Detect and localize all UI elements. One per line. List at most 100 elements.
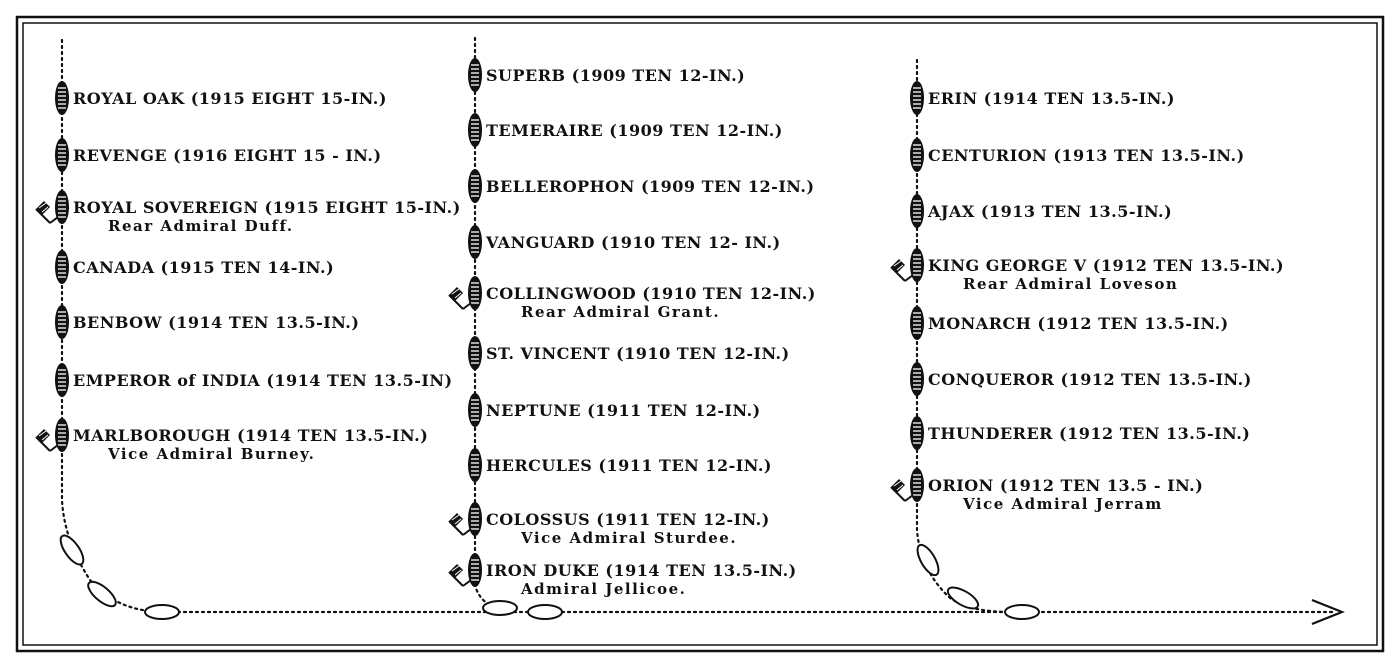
course-line-left: [60, 38, 162, 614]
ship-label: BELLEROPHON (1909 TEN 12-IN.): [486, 177, 815, 196]
ship-armament: (1914 TEN 13.5-IN.): [605, 561, 796, 580]
ship-entry: MONARCH (1912 TEN 13.5-IN.): [910, 306, 1229, 340]
ship-armament: (1911 TEN 12-IN.): [587, 401, 761, 420]
ship-label: ERIN (1914 TEN 13.5-IN.): [928, 89, 1175, 108]
outer-border: [15, 15, 1385, 653]
ship-entry: ORION (1912 TEN 13.5 - IN.)Vice Admiral …: [890, 468, 1203, 513]
ship-name: KING GEORGE V: [928, 256, 1093, 275]
battleship-icon: [910, 194, 924, 228]
arrow-head-icon: [1311, 598, 1345, 626]
ship-name: MONARCH: [928, 314, 1037, 333]
ship-label: COLLINGWOOD (1910 TEN 12-IN.): [486, 284, 816, 303]
ship-name: ROYAL OAK: [73, 89, 191, 108]
ship-entry: ERIN (1914 TEN 13.5-IN.): [910, 81, 1175, 115]
battleship-icon: [468, 113, 482, 147]
ship-armament: (1913 TEN 13.5-IN.): [1053, 146, 1244, 165]
ship-label: MONARCH (1912 TEN 13.5-IN.): [928, 314, 1229, 333]
turned-ship-outline-icon: [59, 534, 85, 566]
battleship-icon: [910, 362, 924, 396]
turned-ship-outline-icon: [916, 543, 940, 577]
ship-entry: SUPERB (1909 TEN 12-IN.): [468, 58, 745, 92]
battleship-icon: [55, 363, 69, 397]
battleship-icon: [910, 468, 924, 502]
ship-name: AJAX: [927, 202, 981, 221]
ship-armament: (1912 TEN 13.5-IN.): [1060, 370, 1251, 389]
flagship-flag-icon: [35, 201, 59, 224]
ship-armament: (1914 TEN 13.5-IN.): [168, 313, 359, 332]
battleship-icon: [468, 336, 482, 370]
admiral-label: Vice Admiral Burney.: [107, 445, 315, 463]
ship-label: EMPEROR of INDIA (1914 TEN 13.5-IN): [73, 371, 453, 390]
battleship-icon: [468, 502, 482, 536]
admiral-label: Rear Admiral Loveson: [963, 275, 1178, 293]
ship-label: CONQUEROR (1912 TEN 13.5-IN.): [928, 370, 1252, 389]
turned-ship-outline-icon: [87, 580, 117, 608]
ship-label: AJAX (1913 TEN 13.5-IN.): [927, 202, 1172, 221]
ship-name: COLOSSUS: [486, 510, 596, 529]
ship-armament: (1909 TEN 12-IN.): [609, 121, 783, 140]
ship-name: REVENGE: [73, 146, 173, 165]
ship-armament: (1914 TEN 13.5-IN.): [237, 426, 428, 445]
turned-ship-outline-icon: [527, 604, 563, 620]
battleship-icon: [910, 306, 924, 340]
ship-name: MARLBOROUGH: [73, 426, 237, 445]
ship-armament: (1912 TEN 13.5-IN.): [1037, 314, 1228, 333]
ship-entry: REVENGE (1916 EIGHT 15 - IN.): [55, 138, 382, 172]
ship-label: THUNDERER (1912 TEN 13.5-IN.): [928, 424, 1250, 443]
ship-entry: TEMERAIRE (1909 TEN 12-IN.): [468, 113, 783, 147]
ship-label: CANADA (1915 TEN 14-IN.): [73, 258, 334, 277]
ship-entry: COLOSSUS (1911 TEN 12-IN.)Vice Admiral S…: [448, 502, 769, 547]
battleship-icon: [910, 81, 924, 115]
ship-label: REVENGE (1916 EIGHT 15 - IN.): [73, 146, 382, 165]
flagship-flag-icon: [890, 259, 914, 282]
ship-armament: (1916 EIGHT 15 - IN.): [173, 146, 381, 165]
ship-entry: IRON DUKE (1914 TEN 13.5-IN.)Admiral Jel…: [448, 553, 797, 598]
turned-ship-outline-icon: [482, 600, 518, 616]
ship-entry: THUNDERER (1912 TEN 13.5-IN.): [910, 416, 1250, 450]
ship-armament: (1910 TEN 12-IN.): [616, 344, 790, 363]
ship-entry: VANGUARD (1910 TEN 12- IN.): [468, 225, 780, 259]
admiral-label: Rear Admiral Grant.: [521, 303, 720, 321]
ship-entry: MARLBOROUGH (1914 TEN 13.5-IN.)Vice Admi…: [35, 418, 428, 463]
ship-entry: CANADA (1915 TEN 14-IN.): [55, 250, 334, 284]
ship-entry: HERCULES (1911 TEN 12-IN.): [468, 448, 772, 482]
flagship-flag-icon: [35, 429, 59, 452]
battleship-icon: [55, 81, 69, 115]
battleship-icon: [910, 416, 924, 450]
battleship-icon: [468, 169, 482, 203]
ship-entry: CENTURION (1913 TEN 13.5-IN.): [910, 138, 1245, 172]
ship-name: BELLEROPHON: [486, 177, 641, 196]
ship-label: NEPTUNE (1911 TEN 12-IN.): [486, 401, 761, 420]
ship-armament: (1914 TEN 13.5-IN.): [984, 89, 1175, 108]
admiral-label: Rear Admiral Duff.: [108, 217, 294, 235]
ship-label: CENTURION (1913 TEN 13.5-IN.): [928, 146, 1245, 165]
ship-name: ST. VINCENT: [486, 344, 616, 363]
ship-name: BENBOW: [73, 313, 168, 332]
course-line-right: [915, 58, 1012, 614]
ship-armament: (1910 TEN 12-IN.): [642, 284, 816, 303]
ship-label: IRON DUKE (1914 TEN 13.5-IN.): [486, 561, 797, 580]
ship-armament: (1911 TEN 12-IN.): [598, 456, 772, 475]
battleship-icon: [468, 58, 482, 92]
ship-armament: (1915 EIGHT 15-IN.): [265, 198, 461, 217]
turned-ship-outline-icon: [144, 604, 180, 620]
ship-name: IRON DUKE: [486, 561, 605, 580]
battleship-icon: [910, 248, 924, 282]
ship-name: SUPERB: [486, 66, 572, 85]
battleship-icon: [468, 393, 482, 427]
admiral-label: Vice Admiral Jerram: [962, 495, 1163, 513]
ship-entry: CONQUEROR (1912 TEN 13.5-IN.): [910, 362, 1252, 396]
battleship-icon: [468, 553, 482, 587]
ship-armament: (1909 TEN 12-IN.): [641, 177, 815, 196]
ship-armament: (1912 TEN 13.5 - IN.): [1000, 476, 1203, 495]
ship-entry: NEPTUNE (1911 TEN 12-IN.): [468, 393, 761, 427]
ship-label: ROYAL OAK (1915 EIGHT 15-IN.): [73, 89, 387, 108]
ship-entry: ST. VINCENT (1910 TEN 12-IN.): [468, 336, 790, 370]
ship-name: CONQUEROR: [928, 370, 1060, 389]
flagship-flag-icon: [448, 564, 472, 587]
ship-name: ORION: [928, 476, 1000, 495]
ship-name: CENTURION: [928, 146, 1053, 165]
ship-entry: ROYAL SOVEREIGN (1915 EIGHT 15-IN.)Rear …: [35, 190, 461, 235]
ship-name: NEPTUNE: [486, 401, 587, 420]
